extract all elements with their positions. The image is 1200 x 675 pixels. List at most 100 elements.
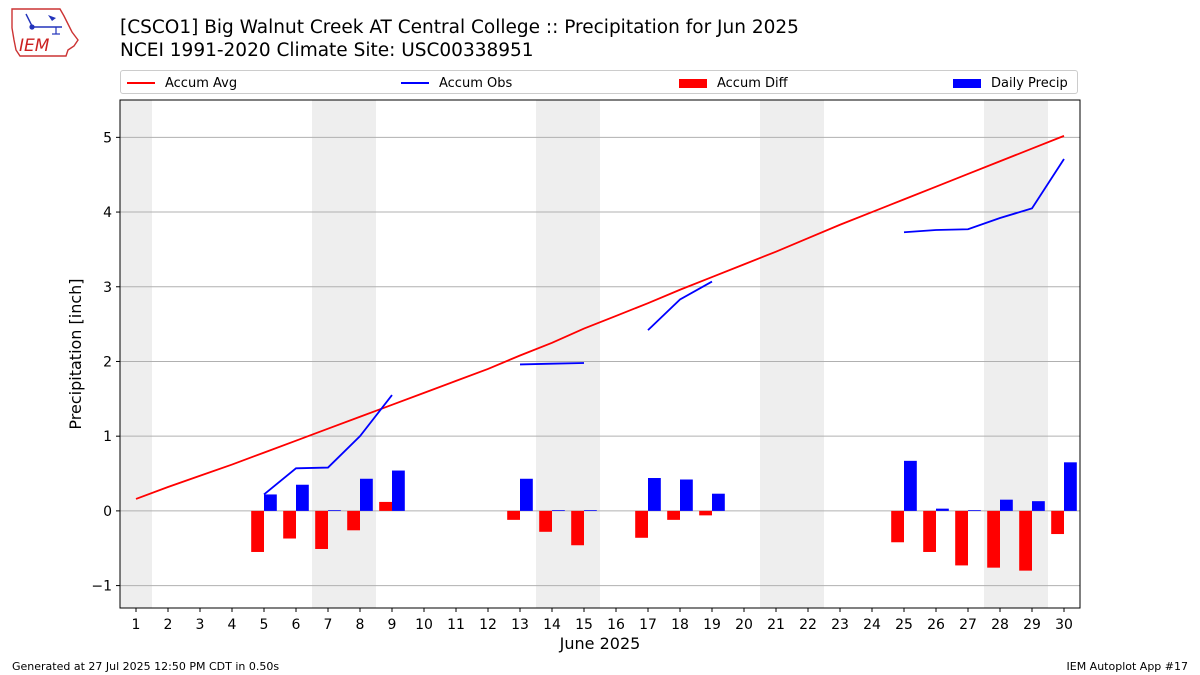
x-tick-label: 30: [1055, 617, 1073, 633]
accum-obs-line: [263, 394, 393, 496]
daily-precip-bar: [264, 494, 277, 511]
accum-obs-line: [647, 280, 713, 331]
x-tick-label: 8: [356, 617, 365, 633]
x-tick-label: 20: [735, 617, 753, 633]
y-tick-label: 5: [103, 130, 112, 146]
x-tick-label: 19: [703, 617, 721, 633]
x-tick-label: 14: [543, 617, 561, 633]
accum-diff-bar: [283, 510, 296, 539]
x-tick-label: 9: [388, 617, 397, 633]
accum-diff-bar: [347, 510, 360, 531]
x-tick-label: 18: [671, 617, 689, 633]
accum-obs-line: [519, 362, 585, 366]
daily-precip-bar: [328, 510, 341, 511]
chart-title: [CSCO1] Big Walnut Creek AT Central Coll…: [120, 17, 799, 38]
accum-avg-line: [135, 135, 1065, 500]
iem-logo: IEM: [11, 8, 79, 57]
x-tick-label: 12: [479, 617, 497, 633]
daily-precip-bar: [712, 493, 725, 511]
x-tick-label: 21: [767, 617, 785, 633]
x-tick-label: 10: [415, 617, 433, 633]
accum-diff-bar: [923, 510, 936, 552]
x-tick-label: 28: [991, 617, 1009, 633]
daily-precip-bar: [1032, 501, 1045, 511]
legend-swatch-accum-avg: [127, 82, 155, 84]
y-tick-label: 2: [103, 354, 112, 370]
x-tick-label: 26: [927, 617, 945, 633]
accum-diff-bar: [1019, 510, 1032, 571]
accum-diff-bar: [507, 510, 520, 520]
x-tick-label: 7: [324, 617, 333, 633]
y-tick-label: 1: [103, 429, 112, 445]
legend-swatch-accum-diff: [679, 78, 707, 88]
daily-precip-bar: [360, 478, 373, 511]
accum-diff-bar: [379, 501, 392, 511]
x-tick-label: 16: [607, 617, 625, 633]
daily-precip-bar: [904, 460, 917, 511]
footer-generated: Generated at 27 Jul 2025 12:50 PM CDT in…: [12, 660, 280, 673]
daily-precip-bar: [392, 470, 405, 511]
daily-precip-bar: [296, 484, 309, 511]
y-axis-label: Precipitation [inch]: [66, 278, 85, 429]
x-tick-label: 27: [959, 617, 977, 633]
legend-label-accum-avg: Accum Avg: [165, 75, 238, 91]
footer-app: IEM Autoplot App #17: [1066, 660, 1189, 673]
x-tick-label: 11: [447, 617, 465, 633]
chart-subtitle: NCEI 1991-2020 Climate Site: USC00338951: [120, 40, 534, 61]
daily-precip-bar: [520, 478, 533, 511]
weekend-shade: [760, 100, 824, 608]
x-tick-label: 23: [831, 617, 849, 633]
x-tick-label: 15: [575, 617, 593, 633]
daily-precip-bar: [1064, 462, 1077, 511]
accum-diff-bar: [891, 510, 904, 543]
accum-diff-bar: [667, 510, 680, 520]
legend-label-daily-precip: Daily Precip: [991, 75, 1068, 91]
accum-diff-bar: [251, 510, 264, 552]
legend-item-accum-diff: Accum Diff: [679, 74, 788, 92]
daily-precip-bar: [552, 510, 565, 511]
x-tick-label: 1: [132, 617, 141, 633]
x-tick-label: 25: [895, 617, 913, 633]
legend-label-accum-diff: Accum Diff: [717, 75, 788, 91]
legend-label-accum-obs: Accum Obs: [439, 75, 513, 91]
daily-precip-bar: [584, 510, 597, 511]
daily-precip-bar: [648, 478, 661, 511]
accum-diff-bar: [635, 510, 648, 538]
accum-diff-bar: [315, 510, 328, 549]
legend-item-accum-avg: Accum Avg: [127, 74, 237, 92]
accum-diff-bar: [539, 510, 552, 532]
daily-precip-bar: [936, 508, 949, 511]
x-tick-label: 2: [164, 617, 173, 633]
x-tick-label: 4: [228, 617, 237, 633]
x-tick-label: 6: [292, 617, 301, 633]
plot-frame: [119, 99, 1081, 609]
y-tick-label: −1: [91, 579, 112, 595]
daily-precip-bar: [968, 510, 981, 511]
accum-obs-line: [903, 158, 1065, 234]
accum-diff-bar: [571, 510, 584, 546]
legend-swatch-daily-precip: [953, 78, 981, 88]
legend-item-accum-obs: Accum Obs: [401, 74, 512, 92]
x-axis-label: June 2025: [559, 634, 641, 653]
accum-diff-bar: [955, 510, 968, 566]
daily-precip-bar: [1000, 499, 1013, 511]
x-tick-label: 3: [196, 617, 205, 633]
legend-swatch-accum-obs: [401, 82, 429, 84]
x-tick-label: 29: [1023, 617, 1041, 633]
logo-text: IEM: [19, 36, 50, 56]
accum-diff-bar: [699, 510, 712, 516]
daily-precip-bar: [680, 479, 693, 511]
x-tick-label: 13: [511, 617, 529, 633]
legend-item-daily-precip: Daily Precip: [953, 74, 1068, 92]
x-tick-label: 22: [799, 617, 817, 633]
x-tick-label: 24: [863, 617, 881, 633]
x-tick-label: 5: [260, 617, 269, 633]
x-tick-label: 17: [639, 617, 657, 633]
accum-diff-bar: [1051, 510, 1064, 535]
accum-diff-bar: [987, 510, 1000, 568]
y-tick-label: 4: [103, 205, 112, 221]
legend: Accum Avg Accum Obs Accum Diff Daily Pre…: [120, 70, 1078, 94]
weekend-shade: [120, 100, 152, 608]
y-tick-label: 3: [103, 280, 112, 296]
